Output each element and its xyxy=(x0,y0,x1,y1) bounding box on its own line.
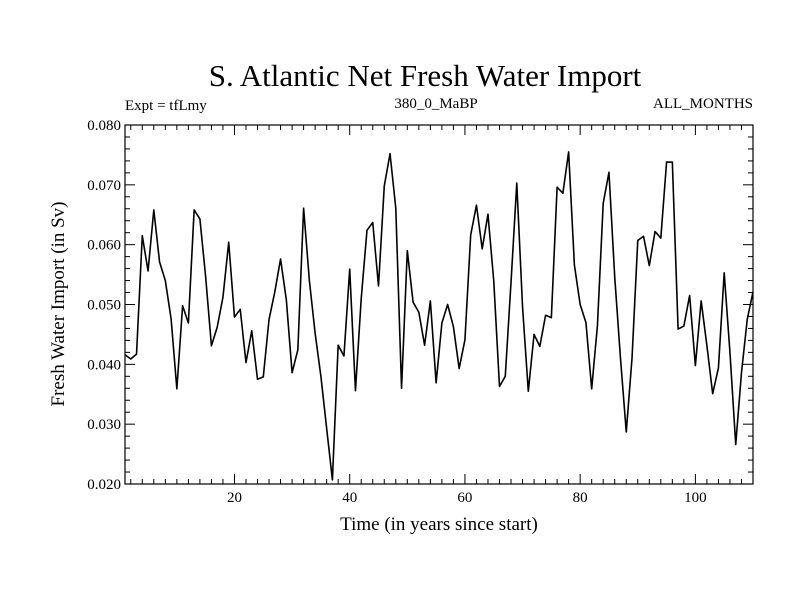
x-tick-label: 60 xyxy=(457,490,472,506)
x-tick-label: 20 xyxy=(227,490,242,506)
y-tick-label: 0.020 xyxy=(87,477,121,493)
y-tick-label: 0.030 xyxy=(87,417,121,433)
subtitle-right: ALL_MONTHS xyxy=(653,96,753,112)
axis-ticks xyxy=(125,124,754,485)
chart-title: S. Atlantic Net Fresh Water Import xyxy=(209,58,642,93)
x-tick-label: 40 xyxy=(342,490,357,506)
subtitle-center: 380_0_MaBP xyxy=(394,96,477,112)
x-tick-labels: 20 40 60 80 100 xyxy=(227,490,707,506)
y-tick-label: 0.080 xyxy=(87,118,121,134)
x-axis-label: Time (in years since start) xyxy=(340,514,538,535)
series-line xyxy=(124,151,754,481)
y-tick-label: 0.050 xyxy=(87,298,121,314)
y-tick-label: 0.060 xyxy=(87,238,121,254)
y-axis-label: Fresh Water Import (in Sv) xyxy=(48,202,69,407)
y-tick-label: 0.040 xyxy=(87,357,121,373)
x-tick-label: 80 xyxy=(573,490,588,506)
plot-frame xyxy=(124,124,754,485)
y-tick-labels: 0.020 0.030 0.040 0.050 0.060 0.070 0.080 xyxy=(87,118,121,493)
subtitle-left: Expt = tfLmy xyxy=(125,98,207,114)
y-tick-label: 0.070 xyxy=(87,178,121,194)
x-tick-label: 100 xyxy=(684,490,707,506)
